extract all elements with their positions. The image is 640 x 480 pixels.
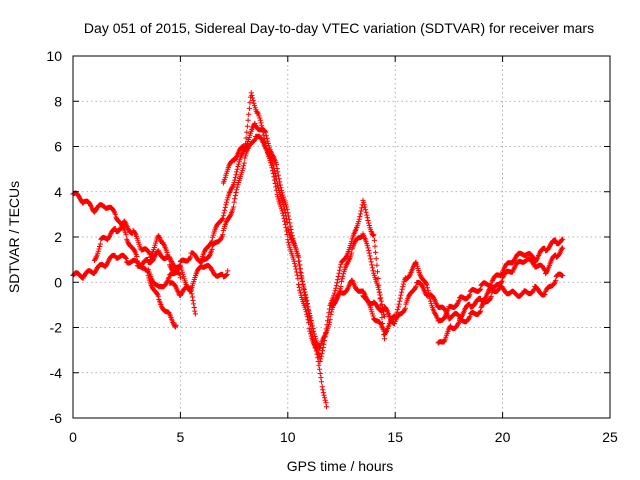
y-tick-label: 4 <box>54 184 62 200</box>
x-tick-label: 0 <box>69 429 77 445</box>
x-tick-label: 10 <box>280 429 296 445</box>
chart-title: Day 051 of 2015, Sidereal Day-to-day VTE… <box>84 20 594 36</box>
grid-lines <box>73 56 610 418</box>
data-series <box>70 90 566 410</box>
series-track-c <box>91 218 183 281</box>
x-tick-label: 25 <box>602 429 618 445</box>
series-track-i <box>435 245 566 346</box>
plus-markers <box>435 245 566 346</box>
plus-markers <box>167 262 231 298</box>
series-track-e <box>220 120 388 351</box>
y-axis: -6 -4 -2 0 2 4 6 8 10 <box>46 48 610 426</box>
series-track-h <box>360 236 566 338</box>
y-tick-label: -2 <box>50 320 63 336</box>
y-tick-label: -6 <box>50 410 63 426</box>
y-axis-label: SDTVAR / TECUs <box>6 181 22 293</box>
plus-markers <box>70 248 198 317</box>
series-track-d <box>145 90 330 410</box>
x-axis-label: GPS time / hours <box>287 458 394 474</box>
series-track-j <box>167 262 231 298</box>
x-tick-label: 15 <box>387 429 403 445</box>
y-tick-label: 8 <box>54 93 62 109</box>
plus-markers <box>145 90 330 410</box>
series-track-f <box>199 133 388 365</box>
y-tick-label: 10 <box>46 48 62 64</box>
y-tick-label: 2 <box>54 229 62 245</box>
x-axis: 0 5 10 15 20 25 <box>69 56 618 445</box>
x-tick-label: 20 <box>495 429 511 445</box>
plus-markers <box>360 236 566 338</box>
y-tick-label: 6 <box>54 139 62 155</box>
y-tick-label: -4 <box>50 365 63 381</box>
plus-markers <box>199 133 388 365</box>
series-track-b <box>70 248 198 317</box>
plus-markers <box>220 120 388 351</box>
plot-frame <box>72 55 611 419</box>
y-tick-label: 0 <box>54 274 62 290</box>
x-tick-label: 5 <box>177 429 185 445</box>
plus-markers <box>91 218 183 281</box>
